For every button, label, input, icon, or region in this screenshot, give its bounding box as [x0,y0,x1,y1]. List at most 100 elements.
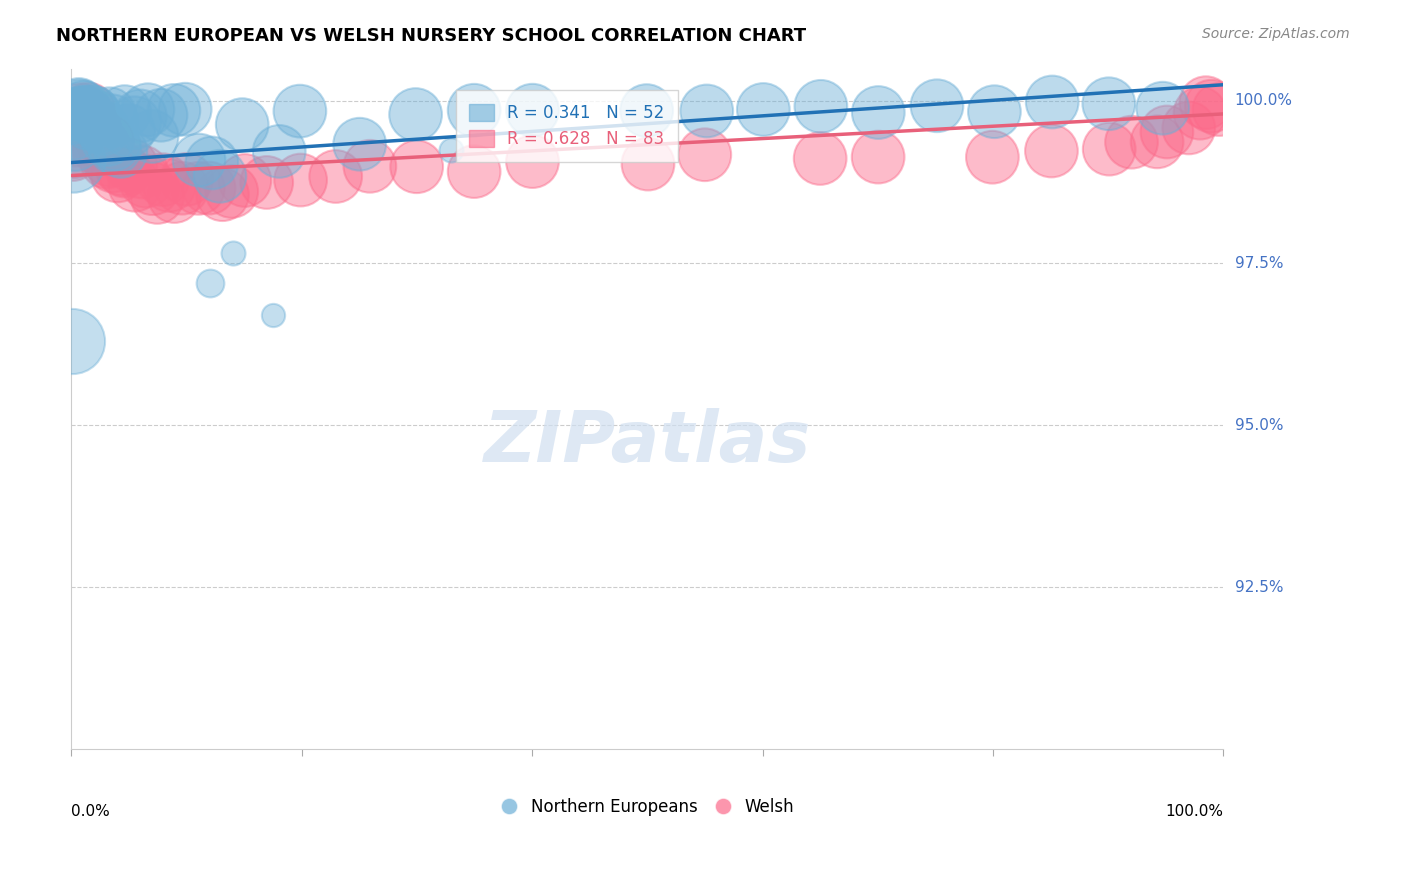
Point [269,145,291,159]
Point [98,106,121,120]
Point [208,169,231,184]
Point [288,104,311,119]
Point [187,181,209,195]
Legend: Northern Europeans, Welsh: Northern Europeans, Welsh [494,791,800,822]
Point [221,185,243,199]
Point [82,105,104,120]
Point [256,176,278,190]
Point [141,129,163,144]
Point [463,103,485,118]
Point [146,190,169,204]
Point [82,121,104,136]
Point [69,106,91,120]
Point [93,139,115,153]
Point [233,173,256,187]
Point [62,147,84,161]
Point [75,106,97,120]
Point [124,178,146,193]
Point [359,159,381,173]
Text: 97.5%: 97.5% [1234,255,1284,270]
Point [231,118,253,132]
Point [172,181,194,195]
Point [221,246,243,260]
Point [983,104,1005,119]
Point [136,103,159,117]
Point [62,111,84,125]
Point [72,107,94,121]
Point [80,108,103,122]
Point [67,99,90,113]
Point [868,105,890,120]
Point [808,152,831,166]
Point [120,158,142,172]
Point [89,119,111,133]
Point [188,153,211,167]
Point [752,103,775,117]
Point [117,123,139,137]
Point [135,174,157,188]
Point [66,112,89,126]
Point [84,109,107,123]
Point [65,107,87,121]
Point [1040,144,1063,158]
Point [1195,95,1218,110]
Point [103,137,125,152]
Point [636,103,658,118]
Point [1146,135,1168,149]
Point [1201,99,1223,113]
Point [174,102,197,116]
Point [62,153,84,168]
Point [693,147,716,161]
Point [129,109,152,123]
Point [63,142,86,156]
Point [104,141,127,155]
Point [97,132,120,146]
Point [87,142,110,156]
Point [981,150,1004,164]
Point [131,165,153,179]
Point [96,155,118,169]
Text: 92.5%: 92.5% [1234,580,1284,595]
Point [83,121,105,136]
Point [67,97,90,112]
Point [65,110,87,124]
Point [77,116,100,130]
Point [463,164,485,178]
Text: 0.0%: 0.0% [72,804,110,819]
Point [1188,106,1211,120]
Text: 100.0%: 100.0% [1166,804,1223,819]
Point [1098,142,1121,156]
Point [152,172,174,186]
Point [1121,135,1143,149]
Point [349,137,371,152]
Point [1152,101,1174,115]
Point [810,99,832,113]
Point [150,108,173,122]
Point [107,169,129,183]
Text: NORTHERN EUROPEAN VS WELSH NURSERY SCHOOL CORRELATION CHART: NORTHERN EUROPEAN VS WELSH NURSERY SCHOO… [56,27,807,45]
Point [70,105,93,120]
Point [98,153,121,167]
Point [93,121,115,136]
Point [176,172,198,186]
Point [63,133,86,147]
Point [1177,120,1199,135]
Text: ZIPatlas: ZIPatlas [484,409,811,477]
Point [110,145,132,159]
Point [1208,103,1230,117]
Point [163,103,186,118]
Point [66,108,89,122]
Point [696,103,718,118]
Point [1156,125,1178,139]
Point [522,103,544,118]
Point [112,164,135,178]
Point [262,308,284,322]
Point [325,169,347,184]
Point [1040,95,1063,109]
Point [111,162,134,177]
Point [440,143,463,157]
Text: 95.0%: 95.0% [1234,417,1284,433]
Point [290,173,312,187]
Point [101,159,124,173]
Text: Source: ZipAtlas.com: Source: ZipAtlas.com [1202,27,1350,41]
